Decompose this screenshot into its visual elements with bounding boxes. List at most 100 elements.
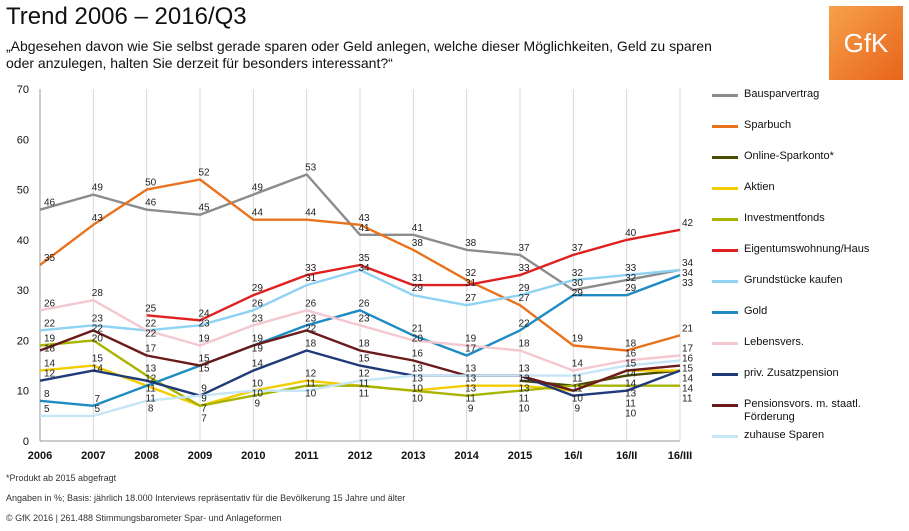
data-label: 26 xyxy=(252,298,264,309)
data-label: 7 xyxy=(95,394,101,405)
data-label: 13 xyxy=(465,364,477,375)
data-label: 10 xyxy=(412,394,424,405)
data-label: 12 xyxy=(145,374,157,385)
data-label: 14 xyxy=(572,359,584,370)
x-tick-label: 2010 xyxy=(241,450,265,462)
data-label: 43 xyxy=(92,213,104,224)
data-label: 11 xyxy=(572,374,583,385)
data-label: 17 xyxy=(682,344,694,355)
data-label: 16 xyxy=(682,354,694,365)
data-label: 53 xyxy=(305,162,317,173)
page-title: Trend 2006 – 2016/Q3 xyxy=(6,3,247,30)
data-label: 49 xyxy=(252,183,264,194)
y-tick-label: 10 xyxy=(17,386,29,398)
data-label: 26 xyxy=(44,298,56,309)
x-tick-label: 2013 xyxy=(401,450,425,462)
data-label: 23 xyxy=(198,318,210,329)
legend-swatch xyxy=(712,435,738,438)
data-label: 22 xyxy=(44,318,56,329)
data-label: 11 xyxy=(305,379,316,390)
x-tick-label: 2015 xyxy=(508,450,532,462)
data-label: 37 xyxy=(518,243,530,254)
data-label: 11 xyxy=(682,394,693,405)
chart-data-labels: 4635262219181412854943282322201514755046… xyxy=(44,162,694,424)
data-label: 27 xyxy=(518,293,530,304)
data-label: 7 xyxy=(201,414,207,425)
data-label: 13 xyxy=(465,374,477,385)
data-label: 17 xyxy=(465,344,477,355)
data-label: 29 xyxy=(252,283,264,294)
data-label: 18 xyxy=(625,338,637,349)
data-label: 8 xyxy=(148,404,154,415)
data-label: 45 xyxy=(198,203,210,214)
x-tick-label: 2006 xyxy=(28,450,52,462)
data-label: 32 xyxy=(465,268,477,279)
legend-swatch xyxy=(712,311,738,314)
series-line-4 xyxy=(39,339,680,407)
data-label: 46 xyxy=(145,198,157,209)
data-label: 27 xyxy=(465,293,477,304)
legend-label: zuhause Sparen xyxy=(744,429,825,441)
data-label: 33 xyxy=(682,278,694,289)
data-label: 9 xyxy=(468,404,474,415)
data-label: 14 xyxy=(625,379,637,390)
legend-label: Pensionsvors. m. staatl. Förderung xyxy=(744,398,861,423)
basis-note: Angaben in %; Basis: jährlich 18.000 Int… xyxy=(6,493,406,503)
data-label: 21 xyxy=(412,323,424,334)
data-label: 17 xyxy=(145,344,157,355)
data-label: 25 xyxy=(145,303,157,314)
data-label: 18 xyxy=(44,343,56,354)
data-label: 44 xyxy=(252,208,264,219)
data-label: 22 xyxy=(518,318,530,329)
x-tick-label: 2008 xyxy=(134,450,158,462)
data-label: 19 xyxy=(252,343,264,354)
data-label: 41 xyxy=(412,223,424,234)
data-label: 18 xyxy=(358,338,370,349)
data-label: 30 xyxy=(572,278,584,289)
data-label: 10 xyxy=(625,409,637,420)
series-line-11 xyxy=(40,359,681,418)
legend-label: Online-Sparkonto* xyxy=(744,150,834,162)
data-label: 43 xyxy=(358,213,370,224)
data-label: 20 xyxy=(92,333,104,344)
data-label: 33 xyxy=(305,263,317,274)
data-label: 29 xyxy=(572,288,584,299)
data-label: 22 xyxy=(305,323,317,334)
data-label: 19 xyxy=(44,333,56,344)
data-label: 29 xyxy=(625,283,637,294)
data-label: 19 xyxy=(252,333,264,344)
data-label: 18 xyxy=(518,338,530,349)
data-label: 10 xyxy=(252,389,264,400)
data-label: 19 xyxy=(465,333,477,344)
data-label: 24 xyxy=(198,308,210,319)
data-label: 11 xyxy=(625,399,636,410)
gfk-logo-icon: GfK xyxy=(829,6,903,80)
data-label: 13 xyxy=(145,364,157,375)
legend-label: Investmentfonds xyxy=(744,212,825,224)
data-label: 15 xyxy=(625,359,637,370)
data-label: 10 xyxy=(412,384,424,395)
data-label: 29 xyxy=(518,283,530,294)
legend-swatch xyxy=(712,404,738,407)
series-line-0 xyxy=(39,173,681,292)
y-tick-label: 0 xyxy=(23,436,29,448)
data-label: 35 xyxy=(358,253,370,264)
series-line-10 xyxy=(39,329,681,392)
data-label: 23 xyxy=(305,313,317,324)
x-tick-label: 2012 xyxy=(348,450,372,462)
copyright-note: © GfK 2016 | 261.488 Stimmungsbarometer … xyxy=(6,513,282,523)
legend-label: Gold xyxy=(744,305,768,317)
data-label: 12 xyxy=(358,369,370,380)
survey-question: „Abgesehen davon wie Sie selbst gerade s… xyxy=(6,38,712,71)
y-tick-label: 30 xyxy=(17,285,29,297)
data-label: 15 xyxy=(198,354,210,365)
legend-swatch xyxy=(712,218,738,221)
data-label: 12 xyxy=(44,369,56,380)
data-label: 12 xyxy=(305,369,317,380)
data-label: 38 xyxy=(412,238,424,249)
x-tick-label: 16/II xyxy=(616,450,637,462)
legend-label: Bausparvertrag xyxy=(744,88,820,100)
data-label: 11 xyxy=(145,384,156,395)
legend-label: Lebensvers. xyxy=(744,336,804,348)
data-label: 31 xyxy=(465,278,477,289)
